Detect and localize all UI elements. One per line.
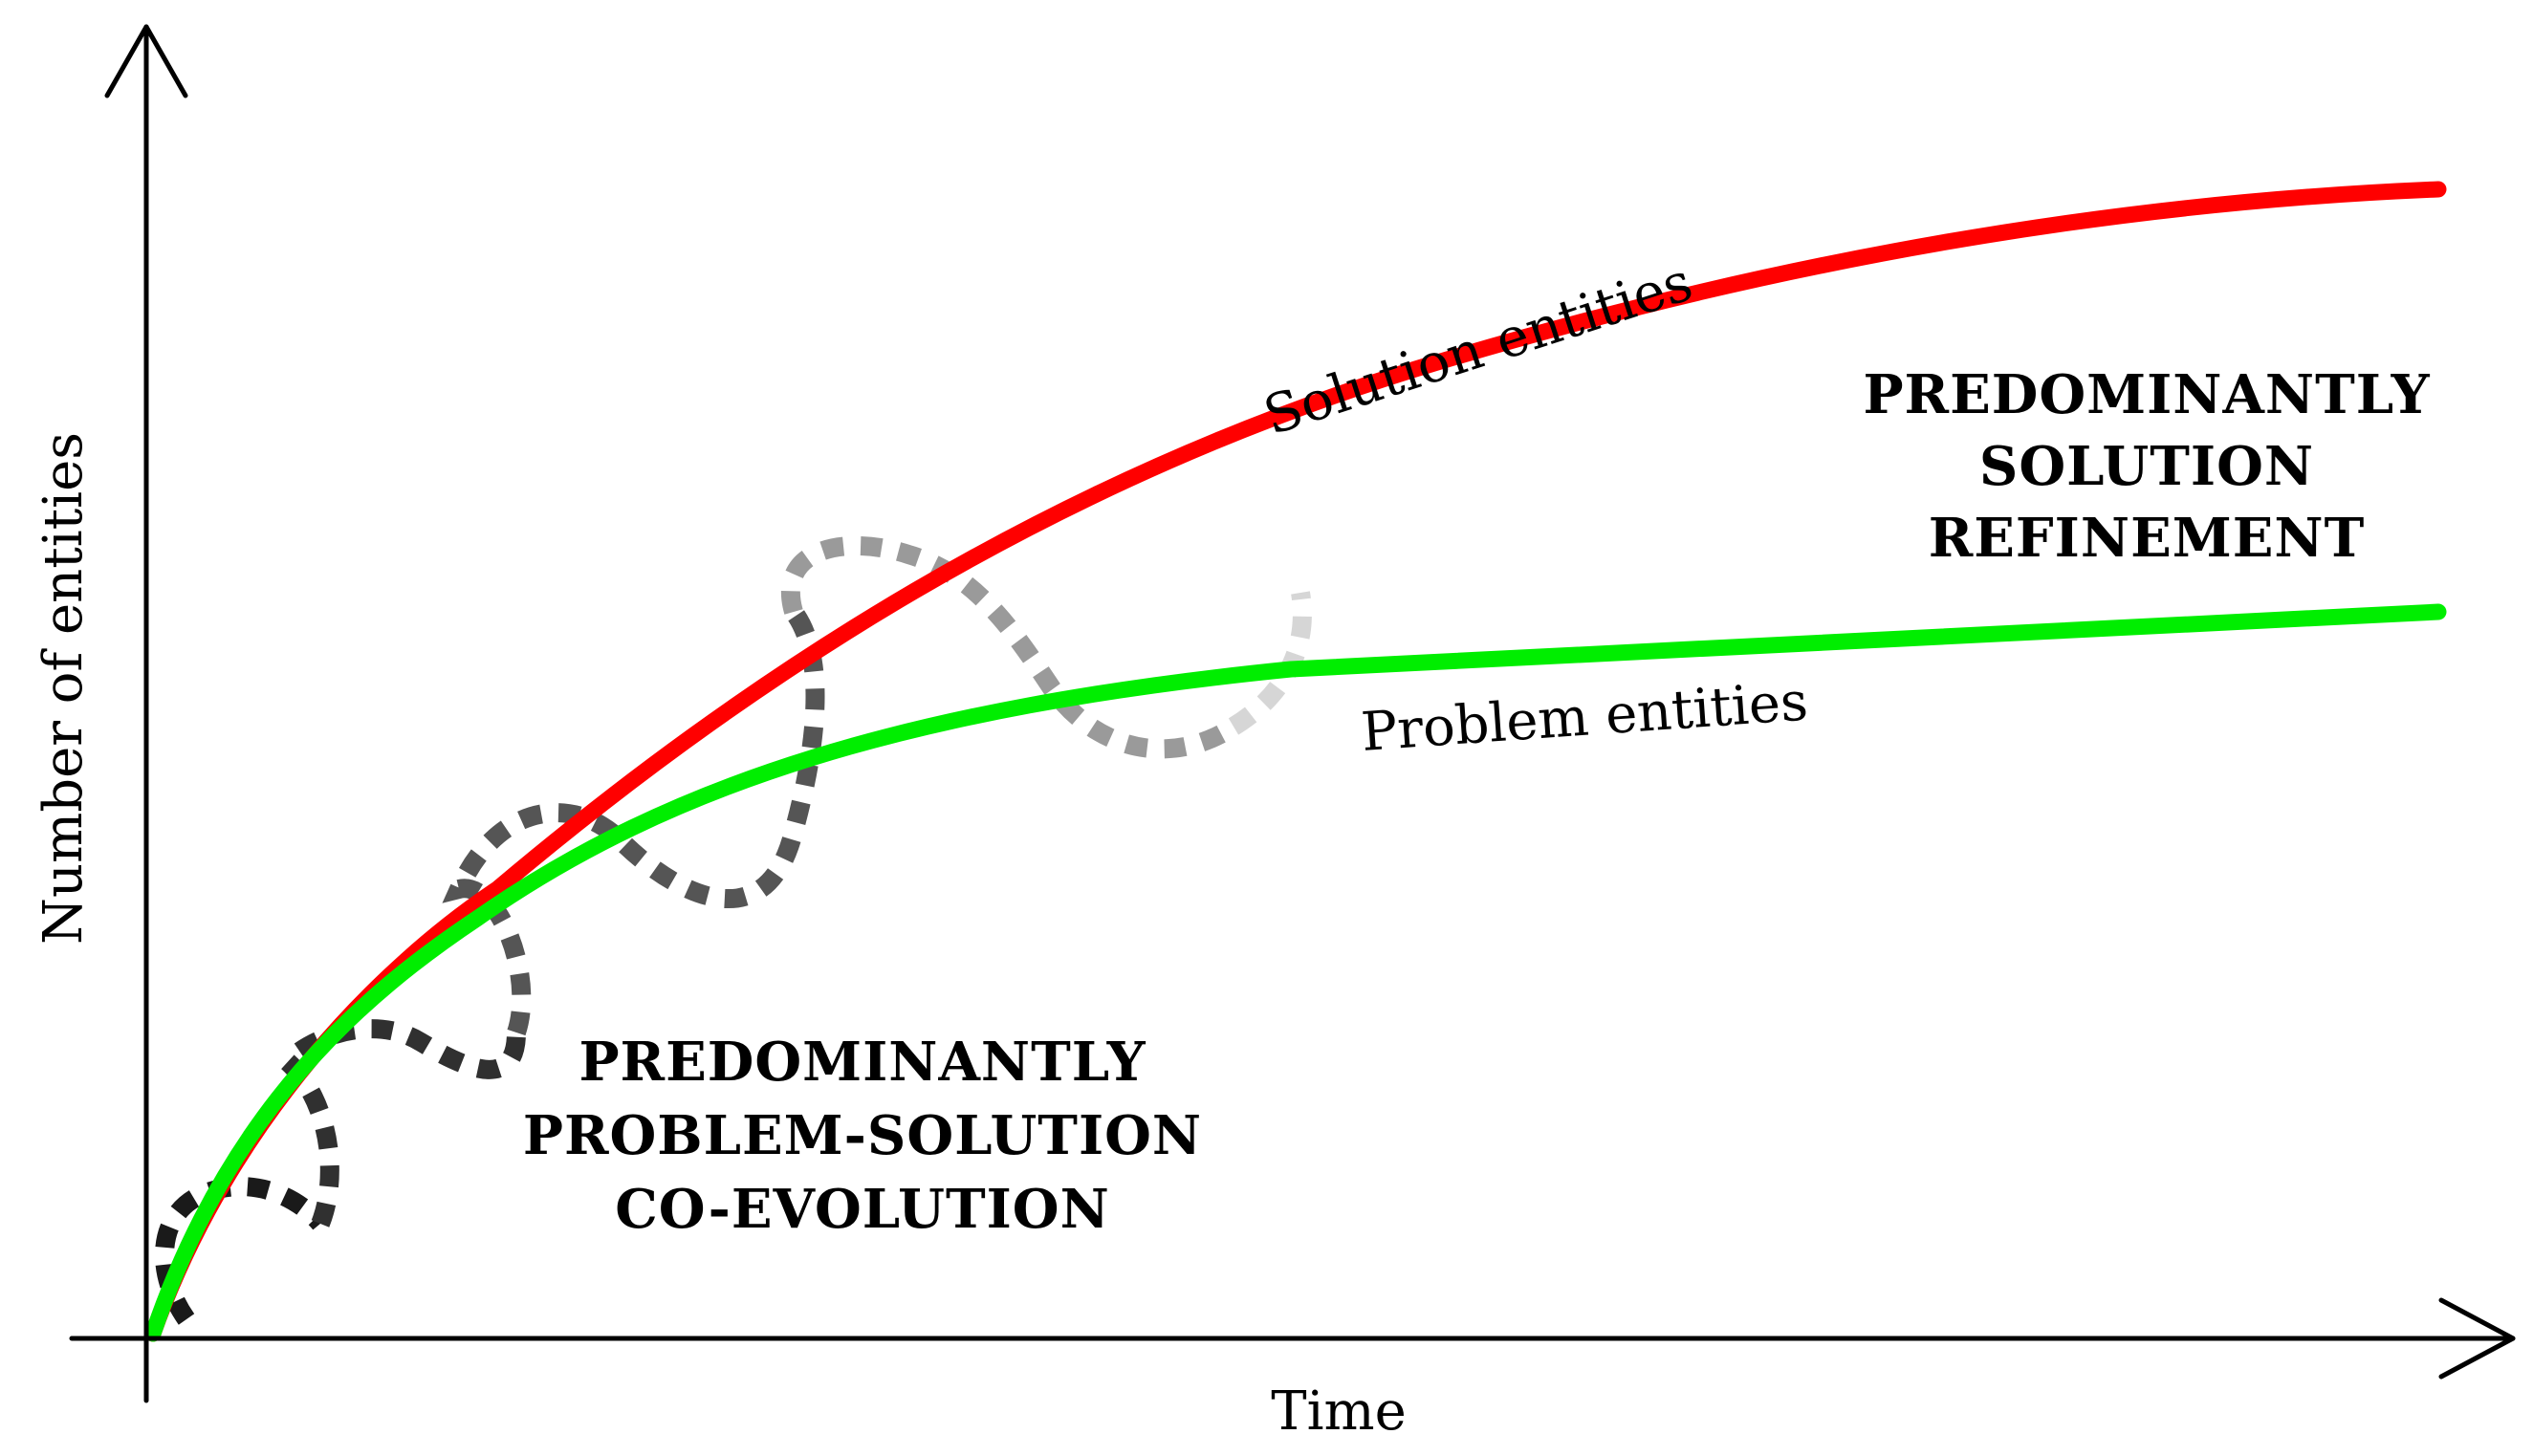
problem-entities-label: Problem entities [1359, 670, 1809, 763]
spiral-segment-4 [781, 535, 1239, 759]
x-axis-label: Time [1271, 1380, 1407, 1443]
solution-entities-label: Solution entities [1256, 251, 1699, 448]
phase-label-coevolution: PREDOMINANTLY PROBLEM-SOLUTION CO-EVOLUT… [523, 1031, 1202, 1241]
phase-refinement-line-2: SOLUTION [1979, 435, 2314, 498]
phase-coevolution-line-3: CO-EVOLUTION [615, 1178, 1110, 1241]
problem-entities-curve [144, 603, 2447, 1342]
axes [69, 24, 2516, 1403]
y-axis-label: Number of entities [33, 432, 95, 945]
spiral-segment-2 [272, 1019, 526, 1228]
spiral-segment-5 [1228, 591, 1312, 735]
phase-refinement-line-1: PREDOMINANTLY [1863, 363, 2430, 426]
spiral-segment-3 [442, 606, 825, 1036]
solution-entities-curve [144, 181, 2447, 1342]
phase-label-refinement: PREDOMINANTLY SOLUTION REFINEMENT [1863, 363, 2430, 570]
phase-coevolution-line-2: PROBLEM-SOLUTION [523, 1104, 1202, 1167]
x-axis-arrowhead [2438, 1297, 2516, 1380]
y-axis-arrowhead [104, 24, 188, 98]
phase-coevolution-line-1: PREDOMINANTLY [579, 1031, 1146, 1094]
phase-refinement-line-3: REFINEMENT [1929, 507, 2366, 570]
